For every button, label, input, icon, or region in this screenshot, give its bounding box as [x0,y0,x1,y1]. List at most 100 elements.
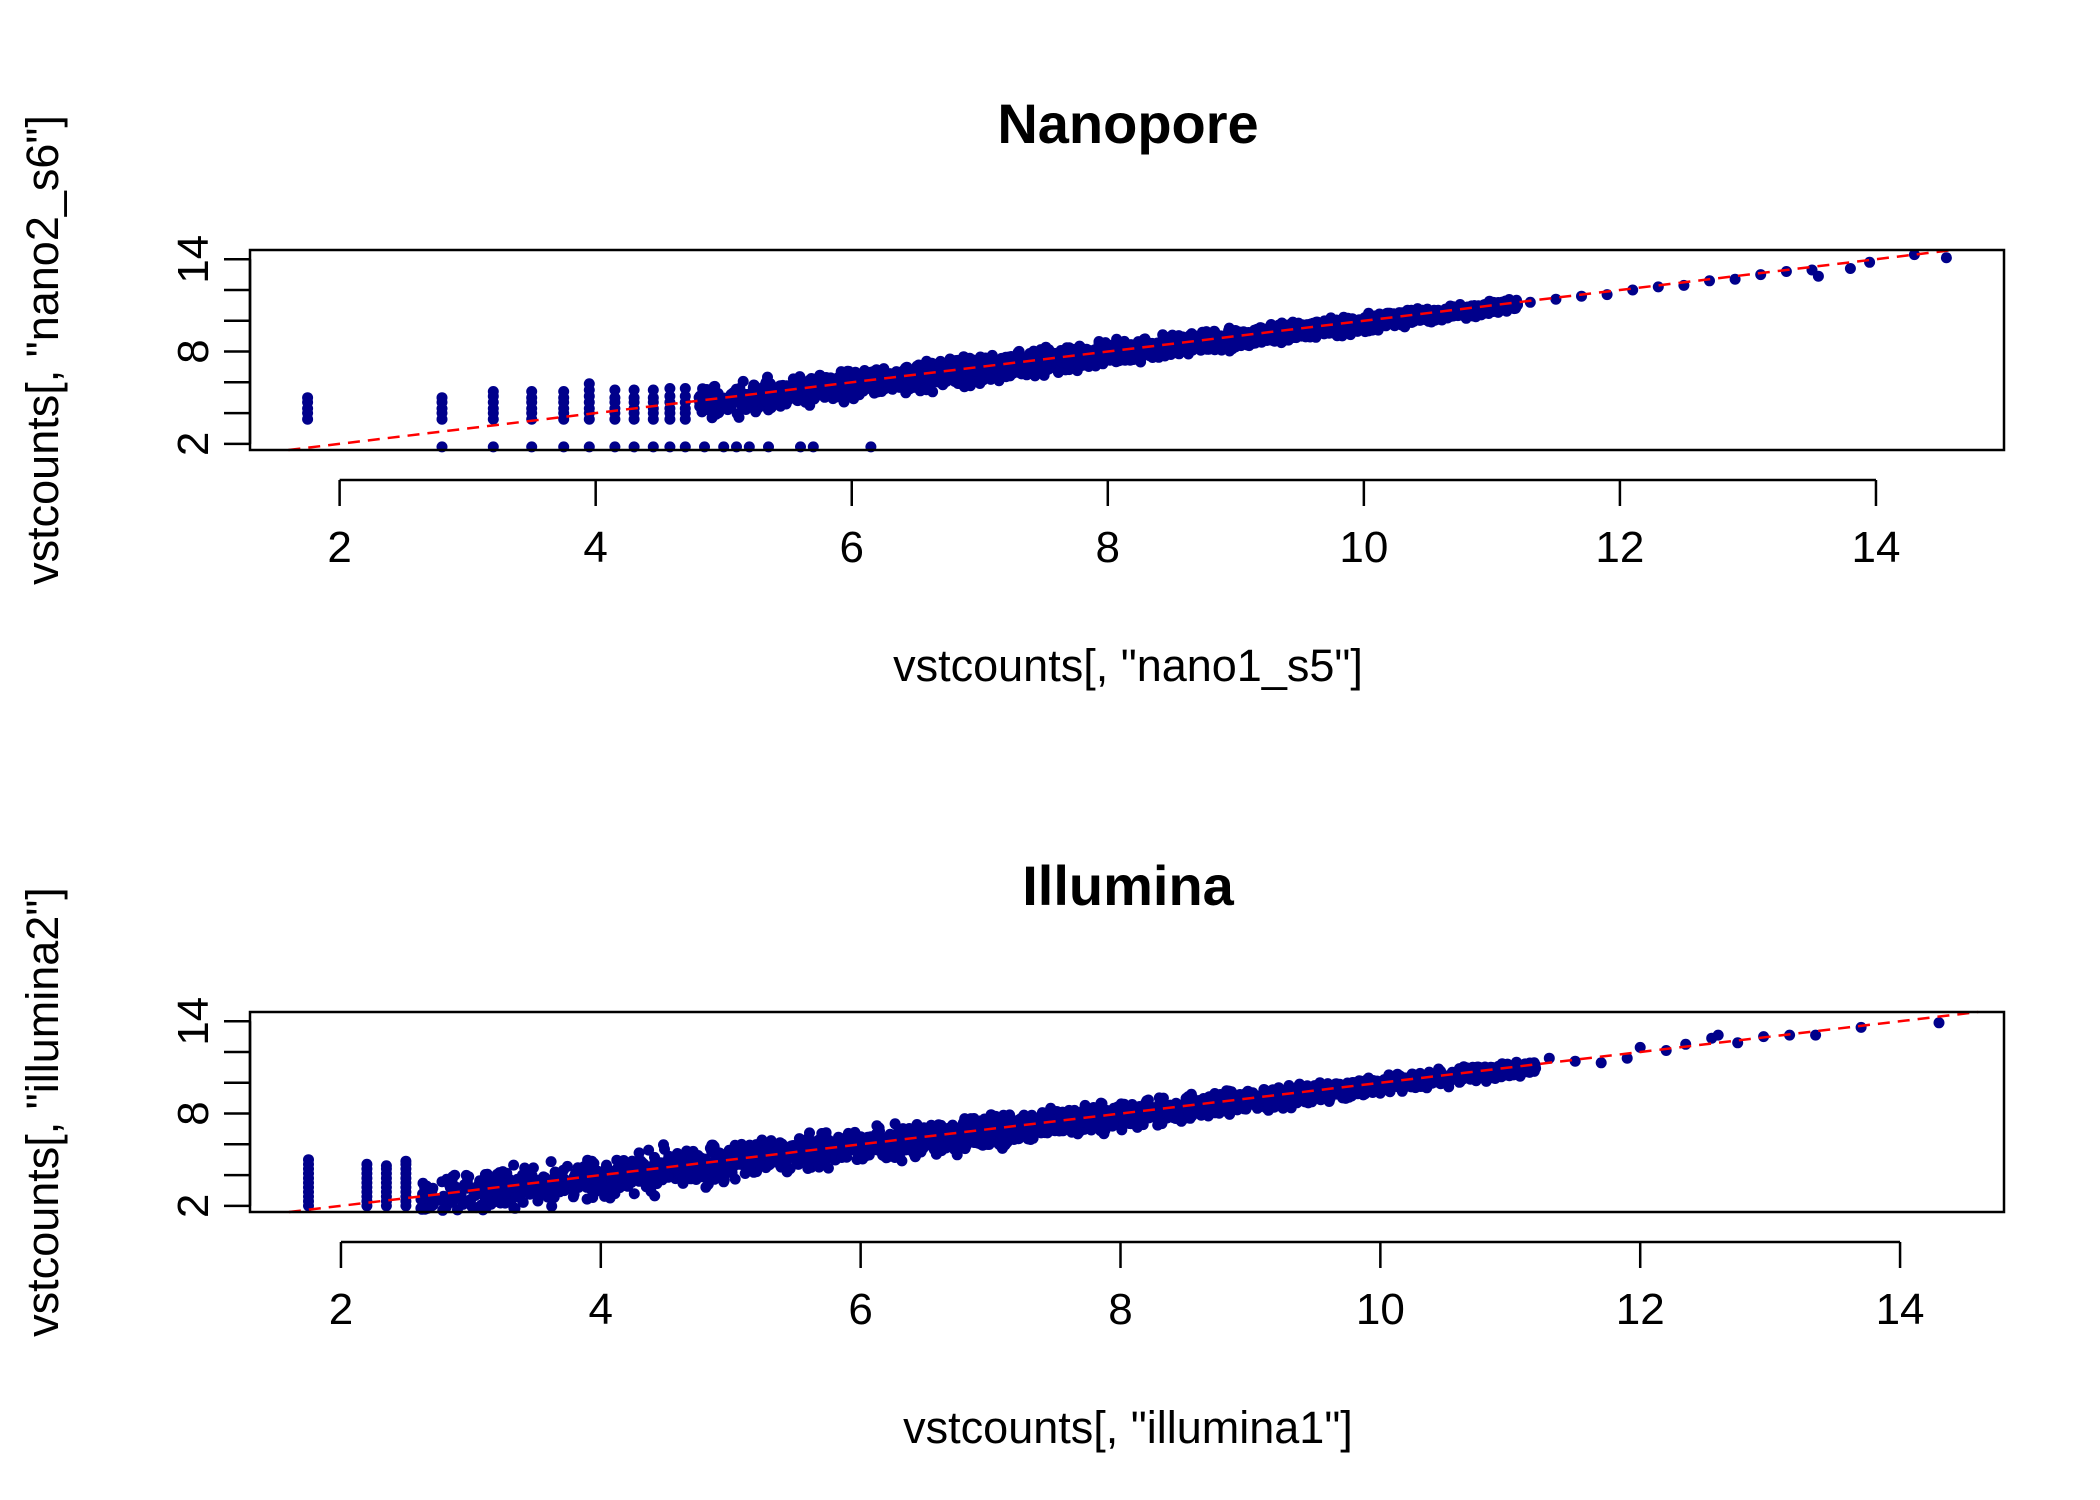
data-point [750,406,762,418]
data-point [1072,1128,1084,1140]
x-tick-label: 14 [1851,523,1900,572]
data-point [647,392,659,404]
data-point [831,391,843,403]
nanopore-x-axis-label: vstcounts[, "nano1_s5"] [893,640,1363,691]
data-point [659,1143,670,1155]
data-point [1487,301,1499,313]
nanopore-title: Nanopore [997,92,1258,155]
data-point [1652,281,1664,293]
x-tick-label: 4 [583,523,607,572]
data-point [628,384,640,396]
data-point [758,380,770,392]
x-tick-label: 2 [327,523,351,572]
data-point [679,390,691,402]
data-point [948,1143,960,1155]
data-point [900,387,912,399]
data-point [794,371,806,383]
data-point [959,1141,971,1153]
data-point [664,383,676,394]
data-point [1449,307,1460,319]
data-point [679,383,691,394]
data-point [609,392,621,404]
data-point [910,371,922,383]
data-point [1370,320,1382,332]
data-point [567,1191,579,1203]
data-point [985,373,997,385]
data-point [1013,1129,1025,1141]
data-point [800,396,811,408]
data-point [1037,355,1049,367]
data-point [924,374,936,386]
data-point [1379,310,1391,322]
data-point [1208,325,1220,337]
nanopore-panel: Nanopore 2 4 6 8 10 12 14 2 8 14 vstcounts[, "na… [17,92,2006,691]
data-point [911,1119,923,1130]
data-point [1755,269,1767,281]
data-point [1010,351,1022,363]
data-point [302,392,314,404]
data-point [846,389,858,401]
x-tick-label: 12 [1595,523,1644,572]
data-point [986,349,998,361]
data-point [1097,358,1109,370]
data-point [1139,333,1151,345]
data-point [892,378,904,390]
data-point [791,394,803,406]
data-point [733,411,745,423]
data-point [647,384,659,396]
data-point [508,1159,520,1171]
data-point [982,362,994,374]
data-point [928,1138,940,1150]
data-point [433,1194,445,1206]
data-point [708,381,720,393]
data-point [487,386,499,397]
data-point [628,392,640,404]
data-point [1576,290,1587,302]
data-point [675,1152,687,1164]
data-point [930,1148,942,1160]
data-point [436,392,448,404]
data-point [1550,293,1562,305]
data-point [380,1160,392,1172]
data-point [1007,367,1019,379]
data-point [609,384,621,396]
data-point [558,386,570,397]
data-point [718,397,730,409]
data-point [1223,322,1235,334]
data-point [1133,349,1145,361]
data-point [1144,350,1156,362]
data-point [921,355,933,367]
data-point [1089,352,1101,364]
y-tick-label: 2 [169,432,218,456]
data-point [658,1169,670,1181]
data-point [809,383,821,395]
data-point [920,384,932,396]
nanopore-y-axis-label: vstcounts[, "nano2_s6"] [17,115,68,585]
data-point [964,378,975,390]
x-tick-label: 6 [839,523,863,572]
data-point [361,1158,373,1170]
data-point [583,378,595,390]
x-tick-label: 10 [1339,523,1388,572]
data-point [1864,256,1876,268]
data-point [303,1154,314,1166]
data-point [1068,343,1080,355]
data-point [545,1156,557,1168]
illumina-title: Illumina [1022,854,1234,917]
data-point [1267,321,1279,333]
data-point [705,403,717,415]
data-point [816,1154,828,1166]
data-point [816,389,828,401]
data-point [526,386,538,397]
y-tick-label: 14 [169,235,218,284]
data-point [1940,252,1952,264]
data-point [1844,263,1856,274]
data-point [706,412,718,424]
data-point [521,1169,532,1181]
x-tick-label: 8 [1096,523,1120,572]
y-tick-label: 8 [169,339,218,363]
data-point [1468,300,1480,312]
data-point [874,376,886,388]
